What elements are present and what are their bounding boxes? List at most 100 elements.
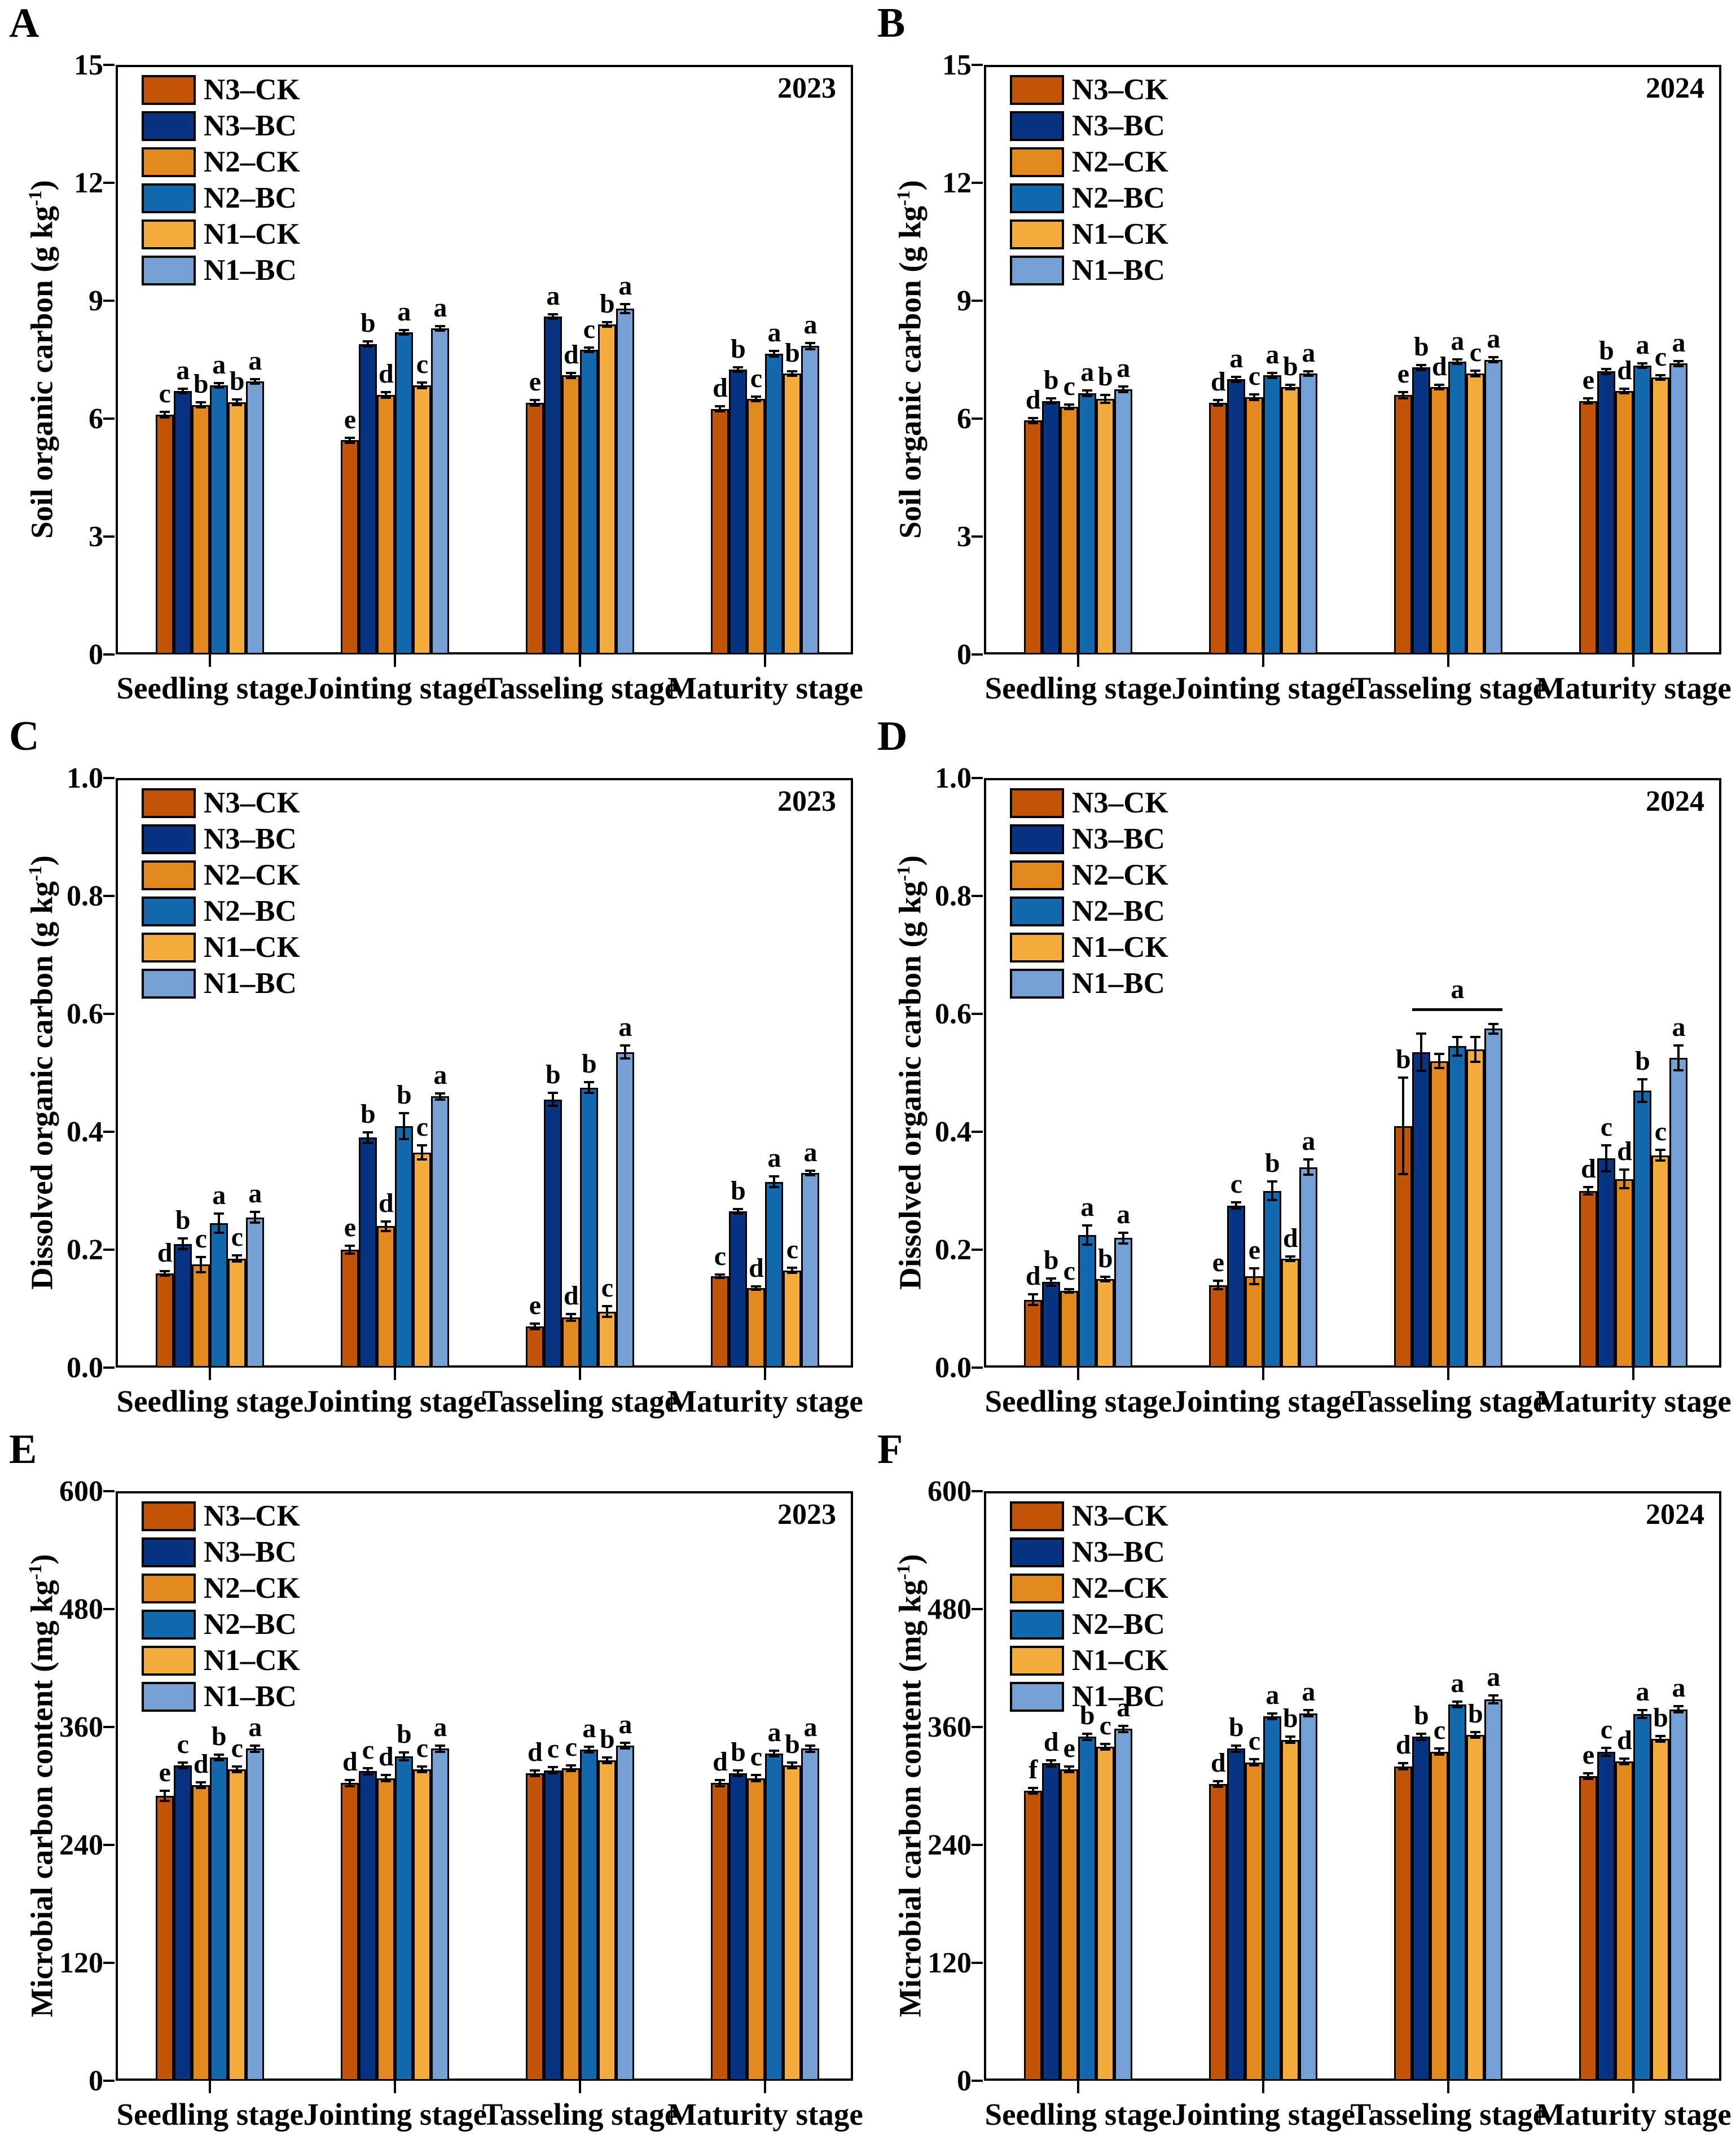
error-bar [1122, 1726, 1125, 1732]
error-bar-cap-top [548, 1766, 559, 1769]
error-bar-cap-top [345, 1779, 355, 1782]
error-bar-cap-top [1673, 1705, 1684, 1708]
significance-letter: b [582, 1049, 597, 1079]
error-bar [791, 371, 794, 376]
legend-item-n1-ck: N1–CK [1010, 933, 1168, 963]
x-tick-mark [394, 2081, 397, 2093]
y-tick-label: 600 [59, 1475, 103, 1508]
bar-maturity-stage-n3-ck [711, 1783, 729, 2081]
error-bar-cap-bottom [214, 1759, 225, 1762]
y-tick-mark [972, 1962, 983, 1964]
error-bar-cap-bottom [178, 392, 188, 395]
y-tick-label: 360 [59, 1711, 103, 1743]
bar-tasseling-stage-n1-bc [616, 308, 635, 654]
error-bar [1492, 1695, 1495, 1704]
error-bar [1235, 1202, 1238, 1209]
error-bar-cap-bottom [566, 1320, 577, 1322]
error-bar-cap-top [417, 1144, 428, 1147]
error-bar [349, 438, 351, 443]
error-bar-cap-bottom [1285, 388, 1296, 391]
x-tick-mark [1632, 1368, 1635, 1380]
error-bar-cap-top [1303, 1158, 1314, 1161]
significance-letter: a [767, 318, 781, 348]
legend-label-n2-ck: N2–CK [204, 859, 300, 891]
x-category-label-jointing-stage: Jointing stage [303, 1384, 487, 1418]
bar-tasseling-stage-n1-ck [1466, 1049, 1485, 1368]
significance-letter: c [1654, 341, 1667, 372]
error-bar-cap-top [250, 1211, 261, 1214]
error-bar [1623, 1758, 1626, 1765]
x-tick-mark [1077, 1368, 1080, 1380]
error-bar-cap-top [1655, 373, 1666, 376]
significance-letter: a [767, 1143, 781, 1174]
error-bar-cap-top [1064, 1288, 1075, 1291]
error-bar-cap-bottom [1303, 1715, 1314, 1717]
significance-letter: d [157, 1237, 173, 1268]
significance-letter: c [195, 1223, 207, 1254]
error-bar-cap-top [566, 1764, 577, 1767]
error-bar-cap-top [1601, 368, 1612, 371]
error-bar-cap-top [1655, 1149, 1666, 1152]
y-tick-label: 0.4 [935, 1116, 972, 1148]
error-bar-cap-top [399, 1111, 410, 1114]
error-bar-cap-bottom [1231, 1207, 1242, 1210]
error-bar [1474, 371, 1477, 376]
error-bar-cap-bottom [399, 1759, 410, 1762]
y-tick-label: 120 [928, 1947, 972, 1979]
error-bar-cap-top [787, 1761, 798, 1764]
error-bar-cap-top [363, 340, 373, 343]
error-bar-cap-bottom [751, 1779, 762, 1782]
error-bar-cap-top [435, 1092, 446, 1095]
significance-letter: a [1672, 1673, 1686, 1703]
error-bar-cap-bottom [178, 1767, 188, 1770]
legend-item-n3-bc: N3–BC [1010, 824, 1168, 854]
bar-tasseling-stage-n3-bc [544, 316, 562, 654]
error-bar [1307, 1159, 1310, 1175]
error-bar-cap-top [548, 313, 559, 315]
error-bar [236, 399, 239, 405]
bar-jointing-stage-n3-bc [1227, 1748, 1246, 2081]
error-bar [403, 329, 406, 335]
error-bar-cap-top [417, 1765, 428, 1768]
legend-item-n3-bc: N3–BC [142, 824, 300, 854]
error-bar [624, 1742, 627, 1749]
error-bar [1307, 1710, 1310, 1716]
error-bar [1217, 1281, 1220, 1290]
bar-maturity-stage-n3-ck [711, 408, 729, 654]
y-tick-mark [103, 418, 115, 420]
error-bar-cap-bottom [1416, 1070, 1427, 1073]
y-tick-mark [103, 535, 115, 538]
legend-swatch-n3-bc [142, 111, 196, 141]
error-bar-cap-top [1452, 1035, 1463, 1038]
significance-letter: d [564, 340, 579, 370]
error-bar-cap-top [160, 411, 170, 414]
error-bar [200, 1782, 203, 1788]
bar-jointing-stage-n1-ck [1281, 387, 1300, 654]
y-tick-label: 0.4 [67, 1116, 103, 1148]
legend-label-n2-ck: N2–CK [204, 146, 300, 178]
error-bar-cap-bottom [1249, 398, 1260, 401]
error-bar-cap-bottom [1416, 368, 1427, 371]
error-bar-cap-top [1398, 1076, 1409, 1079]
y-tick-label: 0.2 [67, 1234, 103, 1266]
bar-jointing-stage-n1-bc [431, 328, 450, 654]
error-bar [606, 322, 609, 327]
error-bar-cap-top [602, 1756, 613, 1759]
error-bar [182, 1238, 184, 1249]
y-tick-mark [972, 1013, 983, 1015]
significance-letter: b [1043, 365, 1059, 396]
x-category-label-maturity-stage: Maturity stage [1536, 1384, 1731, 1418]
x-tick-mark [1262, 654, 1265, 667]
panel-C: C Dissolved organic carbon (g kg-1) 0.0 0.2… [0, 713, 868, 1426]
error-bar-cap-bottom [435, 1750, 446, 1753]
error-bar-cap-bottom [250, 383, 261, 385]
error-bar-cap-bottom [1470, 1737, 1481, 1739]
error-bar [1104, 1277, 1107, 1282]
legend-swatch-n1-ck [142, 1646, 196, 1676]
legend-item-n3-ck: N3–CK [142, 75, 300, 105]
error-bar-cap-top [733, 1769, 744, 1772]
significance-letter: b [600, 288, 615, 319]
x-tick-mark [1632, 2081, 1635, 2093]
significance-letter: c [416, 1112, 428, 1142]
significance-letter: a [546, 280, 560, 311]
